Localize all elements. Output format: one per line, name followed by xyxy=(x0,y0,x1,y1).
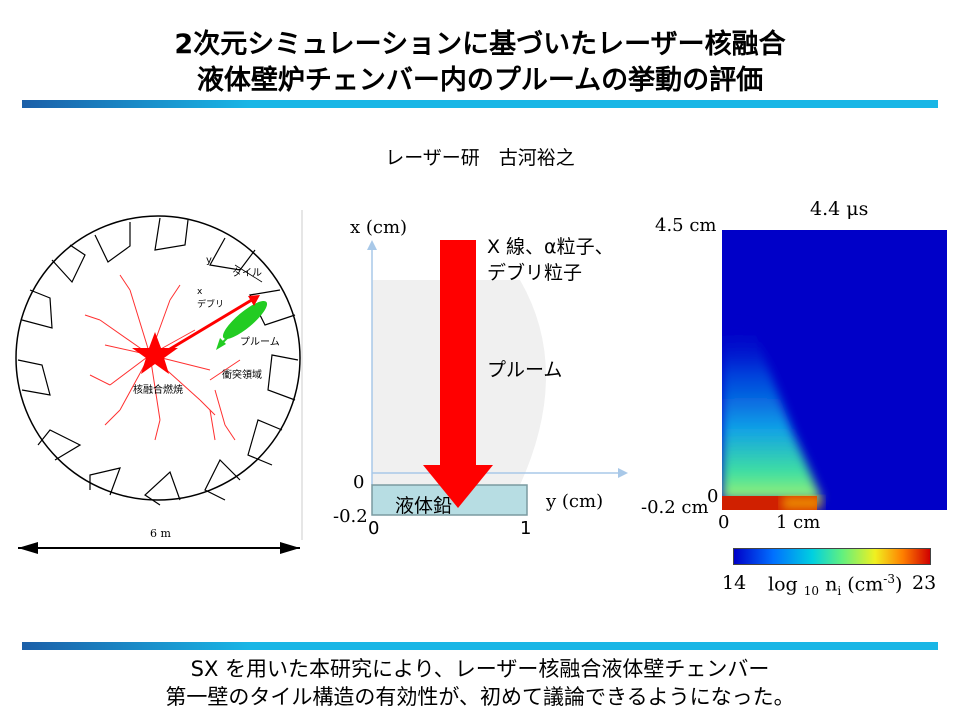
colorbar-unit-b: ) xyxy=(894,573,903,596)
wall-tiles xyxy=(17,217,299,506)
chamber-wall xyxy=(15,215,301,501)
colorbar-unit-a: (cm xyxy=(847,573,884,596)
title-line-2: 液体壁炉チェンバー内のプルームの挙動の評価 xyxy=(196,65,764,96)
diagram-fusion-label: 核融合燃焼 xyxy=(133,385,183,396)
schematic-y-label: y (cm) xyxy=(546,491,604,512)
title-divider xyxy=(22,100,938,108)
diagram-plume-label: プルーム xyxy=(240,337,280,348)
colorbar-log: log xyxy=(768,573,798,596)
plume-arrow xyxy=(219,307,259,346)
conclusion-line-2: 第一壁のタイル構造の有効性が、初めて議論できるようになった。 xyxy=(165,685,795,709)
diagram-axis-y: y xyxy=(206,255,212,266)
reactor-chamber-diagram xyxy=(15,210,303,554)
radiation-arrow-head xyxy=(423,465,493,508)
schematic-x-label: x (cm) xyxy=(350,217,408,238)
fusion-star-icon xyxy=(132,332,178,374)
colorbar-var-sub: i xyxy=(837,584,842,599)
sim-y-tick-1: 1 cm xyxy=(776,512,821,533)
schematic-radiation-label-1: X 線、α粒子、 xyxy=(487,236,614,258)
conclusion-divider xyxy=(22,642,938,650)
radiation-arrow xyxy=(159,296,256,357)
schematic-radiation-label-2: デブリ粒子 xyxy=(487,262,583,284)
schematic-x-tick-neg: -0.2 xyxy=(333,506,368,527)
sim-top-label: 4.5 cm xyxy=(655,215,717,236)
colorbar-var: n xyxy=(825,573,838,596)
colorbar-min: 14 xyxy=(722,572,747,594)
colorbar-max: 23 xyxy=(912,572,937,594)
colorbar-unit-sup: -3 xyxy=(883,572,895,586)
debris-rays xyxy=(84,274,241,441)
conclusion-line-1: SX を用いた本研究により、レーザー核融合液体壁チェンバー xyxy=(190,657,770,681)
simulation-density-map xyxy=(722,230,947,510)
colorbar-label: log 10 ni (cm-3) xyxy=(768,572,902,598)
sim-zero-label: 0 xyxy=(707,486,719,507)
diagram-debris-label: デブリ xyxy=(197,300,225,310)
sim-y-tick-0: 0 xyxy=(718,512,730,533)
sim-time: 4.4 μs xyxy=(810,198,869,220)
schematic-plume-label: プルーム xyxy=(487,359,563,381)
sim-plume xyxy=(722,320,822,500)
diagram-dimension-label: 6 m xyxy=(150,527,171,540)
schematic-y-tick-0: 0 xyxy=(368,518,380,539)
sim-neg-label: -0.2 cm xyxy=(641,497,709,518)
diagram-collision-label: 衝突領域 xyxy=(222,370,262,381)
schematic-x-tick-0: 0 xyxy=(353,472,365,493)
radiation-arrow-shaft xyxy=(440,240,476,465)
plume-schematic xyxy=(367,240,628,516)
schematic-liquid-label: 液体鉛 xyxy=(395,495,453,517)
author: レーザー研 古河裕之 xyxy=(385,147,575,169)
diagram-axis-x: x xyxy=(197,287,203,297)
diagram-tile-label: タイル xyxy=(232,268,262,279)
colorbar-log-base: 10 xyxy=(803,584,820,599)
colorbar xyxy=(733,548,931,565)
schematic-y-tick-1: 1 xyxy=(520,518,532,539)
title-line-1: 2次元シミュレーションに基づいたレーザー核融合 xyxy=(174,29,786,60)
